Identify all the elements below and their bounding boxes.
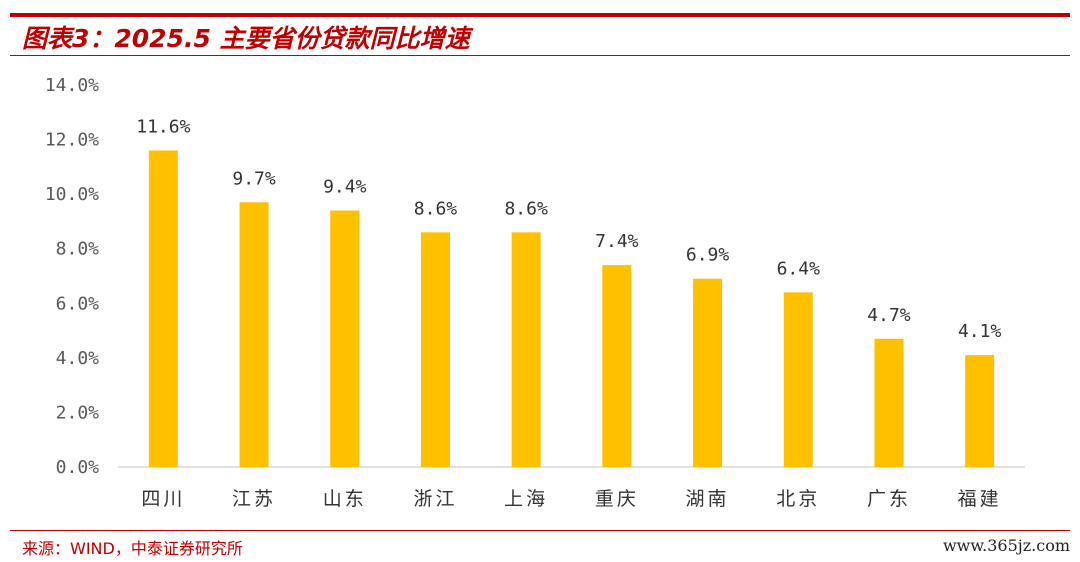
title-underline (10, 55, 1070, 56)
chart-title: 图表3：2025.5 主要省份贷款同比增速 (22, 24, 470, 53)
bar (239, 202, 269, 468)
x-tick-label: 湖南 (686, 488, 730, 510)
x-tick-label: 江苏 (232, 488, 276, 510)
watermark: www.365jz.com (940, 536, 1072, 555)
x-tick-label: 福建 (958, 488, 1002, 510)
bars (148, 150, 995, 468)
bar (693, 278, 723, 467)
top-rule (10, 13, 1070, 17)
x-tick-label: 北京 (776, 488, 820, 510)
data-label: 6.9% (686, 245, 730, 266)
bar (330, 210, 360, 467)
x-tick-label: 四川 (141, 488, 185, 510)
bar (783, 292, 813, 467)
data-label: 8.6% (414, 198, 458, 219)
y-tick-label: 10.0% (45, 184, 99, 205)
y-tick-label: 14.0% (45, 75, 99, 96)
x-tick-label: 浙江 (413, 488, 457, 510)
bar (420, 232, 450, 467)
bar (511, 232, 541, 467)
y-tick-label: 12.0% (45, 130, 99, 151)
data-label: 9.4% (323, 177, 367, 198)
y-tick-label: 0.0% (56, 457, 100, 478)
data-label: 9.7% (232, 168, 276, 189)
data-label: 8.6% (504, 198, 548, 219)
data-label: 7.4% (595, 231, 639, 252)
x-axis-labels: 四川 江苏 山东 浙江 上海 重庆 湖南 北京 广东 福建 (141, 488, 1002, 510)
bar-chart: 0.0% 2.0% 4.0% 6.0% 8.0% 10.0% 12.0% 14.0% 11.6… (45, 75, 1025, 510)
x-tick-label: 山东 (323, 488, 367, 510)
y-tick-label: 6.0% (56, 293, 100, 314)
bar (602, 265, 632, 467)
bar (148, 150, 178, 467)
data-label: 6.4% (777, 258, 821, 279)
bar (874, 338, 904, 467)
source-note: 来源：WIND，中泰证券研究所 (22, 539, 243, 558)
x-tick-label: 重庆 (595, 488, 639, 510)
data-label: 11.6% (136, 116, 190, 137)
x-tick-label: 上海 (504, 488, 548, 510)
bar (965, 355, 995, 467)
y-tick-label: 2.0% (56, 402, 100, 423)
data-label: 4.7% (867, 305, 911, 326)
footer-rule (10, 530, 1070, 531)
y-tick-label: 8.0% (56, 239, 100, 260)
y-tick-label: 4.0% (56, 348, 100, 369)
x-tick-label: 广东 (867, 488, 911, 510)
data-labels: 11.6% 9.7% 9.4% 8.6% 8.6% 7.4% 6.9% 6.4% 4.7% 4.1… (136, 116, 1001, 342)
data-label: 4.1% (958, 321, 1002, 342)
y-axis-ticks: 0.0% 2.0% 4.0% 6.0% 8.0% 10.0% 12.0% 14.0% (45, 75, 99, 478)
